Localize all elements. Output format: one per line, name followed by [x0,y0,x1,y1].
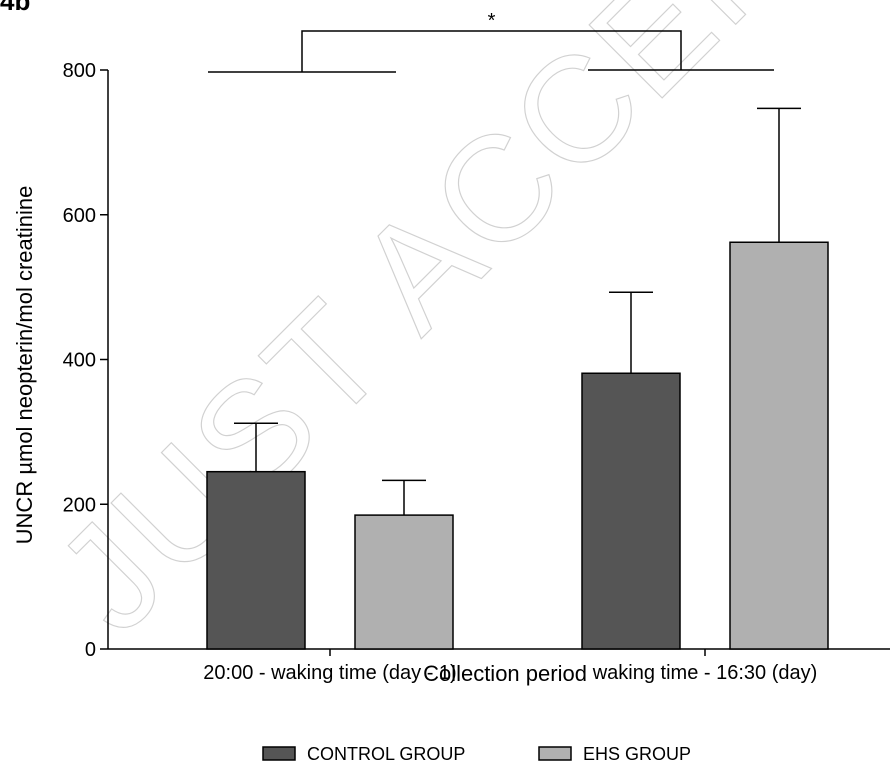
significance-star: * [488,10,496,32]
x-ticks: 20:00 - waking time (day - 1) waking time… [203,649,817,684]
significance-bracket: * [208,10,774,73]
x-axis-title: Collection period [423,661,587,686]
legend-label-ehs: EHS GROUP [583,744,691,764]
legend-swatch-control [262,746,296,761]
y-ticks: 0 200 400 600 800 [63,60,108,661]
legend-label-control: CONTROL GROUP [307,744,465,764]
legend: CONTROL GROUP EHS GROUP [262,744,691,764]
y-tick-label: 200 [63,494,96,516]
panel-label: 4b [0,0,30,16]
x-tick-label: waking time - 16:30 (day) [592,662,818,684]
bar-control-2 [581,372,681,650]
bar-ehs-2 [729,241,829,650]
bar-control-1 [206,470,306,650]
bracket-connector [301,30,682,72]
error-bars [234,107,801,516]
y-tick-label: 800 [63,60,96,82]
axes: 0 200 400 600 800 20:00 - waking time (day -… [63,60,890,684]
legend-swatch-ehs [538,746,572,761]
y-tick-label: 600 [63,205,96,227]
y-axis-title: UNCR µmol neopterin/mol creatinine [12,186,37,545]
bar-ehs-1 [354,514,454,650]
bars [206,241,829,650]
y-tick-label: 0 [85,639,96,661]
y-tick-label: 400 [63,350,96,372]
x-tick-label: 20:00 - waking time (day - 1) [203,662,456,684]
